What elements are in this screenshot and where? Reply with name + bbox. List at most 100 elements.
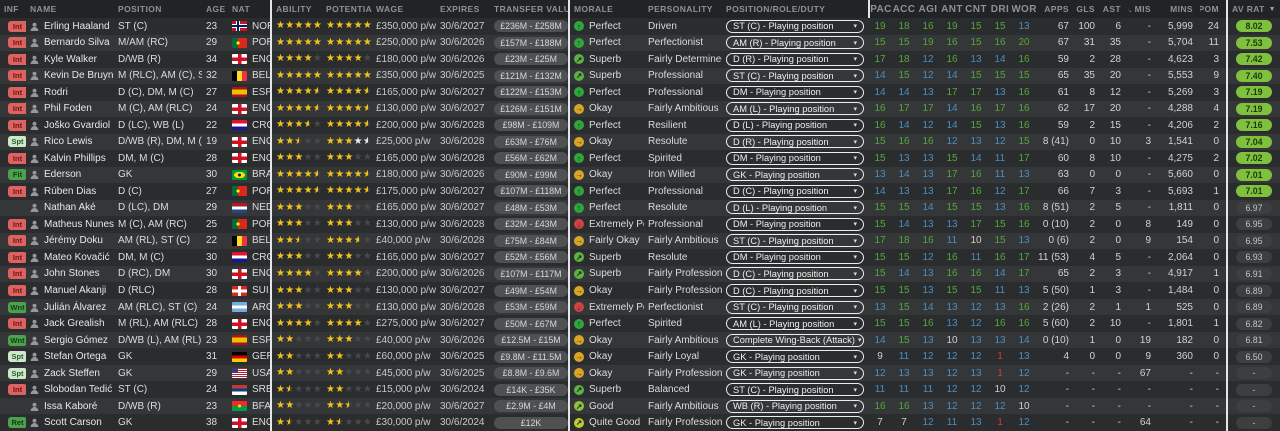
table-row[interactable]: Int Joško Gvardiol D (LC), WB (L) 22 CRO… (0, 117, 1280, 134)
position-role-duty-dropdown[interactable]: ST (C) - Playing position ▾ (726, 69, 864, 83)
table-row[interactable]: Int John Stones D (RC), DM 30 ENG ★ ★ ★ ★ ★ … (0, 265, 1280, 283)
table-row[interactable]: Int Rodri D (C), DM, M (C) 27 ESP ★ ★ ★ ★ ★ … (0, 84, 1280, 101)
col-header-nat[interactable]: NAT (232, 4, 251, 14)
position-role-duty-dropdown[interactable]: DM - Playing position ▾ (726, 250, 864, 264)
position-role-duty-dropdown[interactable]: DM - Playing position ▾ (726, 85, 864, 99)
position-role-duty-dropdown[interactable]: ST (C) - Playing position ▾ (726, 19, 864, 33)
position-role-duty-dropdown[interactable]: ST (C) - Playing position ▾ (726, 300, 864, 314)
player-name-cell[interactable]: John Stones (26, 266, 114, 283)
position-role-duty-dropdown[interactable]: AM (R) - Playing position ▾ (726, 36, 864, 50)
player-name-cell[interactable]: Julián Álvarez (26, 299, 114, 316)
col-header-transfer-value[interactable]: TRANSFER VALUE (494, 4, 568, 14)
player-name-cell[interactable]: Phil Foden (26, 101, 114, 118)
table-row[interactable]: Wnt Sergio Gómez D/WB (L), AM (RL) 23 ES… (0, 331, 1280, 349)
position-role-duty-dropdown[interactable]: D (L) - Playing position ▾ (726, 201, 864, 215)
player-name-cell[interactable]: Matheus Nunes (26, 216, 114, 233)
col-header-age[interactable]: AGE (206, 4, 226, 14)
position-role-duty-dropdown[interactable]: D (C) - Playing position ▾ (726, 284, 864, 297)
table-row[interactable]: Spt Stefan Ortega GK 31 GER ★★★★★ ★★★★★ … (0, 348, 1280, 365)
position-role-duty-dropdown[interactable]: ST (C) - Playing position ▾ (726, 234, 864, 248)
col-header-wage[interactable]: WAGE (376, 4, 404, 14)
position-role-duty-dropdown[interactable]: D (C) - Playing position ▾ (726, 184, 864, 198)
table-row[interactable]: Int Slobodan Tedić ST (C) 24 SRB ★ ★ ★ ★ ★ ★… (0, 381, 1280, 398)
player-name-cell[interactable]: Ederson (26, 167, 114, 184)
player-name-cell[interactable]: Jack Grealish (26, 315, 114, 332)
table-row[interactable]: Issa Kaboré D/WB (R) 23 BFA ★ ★ ★ ★ ★ ★ ★ ★ ★ ★ … (0, 397, 1280, 415)
table-row[interactable]: Spt Zack Steffen GK 29 USA ★ ★ ★ ★ ★ ★ ★ ★ ★ ★ £… (0, 364, 1280, 382)
col-header-position-role-duty[interactable]: POSITION/ROLE/DUTY (726, 4, 826, 14)
table-row[interactable]: Int Mateo Kovačić DM, M (C) 30 CRO ★★★★★… (0, 249, 1280, 266)
player-name-cell[interactable]: Bernardo Silva (26, 35, 114, 52)
player-name-cell[interactable]: Rodri (26, 84, 114, 101)
table-row[interactable]: Int Bernardo Silva M/AM (RC) 29 POR ★★★★… (0, 34, 1280, 52)
col-header-name[interactable]: NAME (30, 4, 57, 14)
col-header-inf[interactable]: INF (4, 4, 19, 14)
player-name-cell[interactable]: Stefan Ortega (26, 348, 114, 365)
col-header-expires[interactable]: EXPIRES (440, 4, 480, 14)
col-header-potential[interactable]: POTENTIAL (326, 4, 372, 14)
table-row[interactable]: Spt Rico Lewis D/WB (R), DM, M (C) 19 EN… (0, 133, 1280, 151)
col-header-personality[interactable]: PERSONALITY (648, 4, 713, 14)
table-row[interactable]: Int Kevin De Bruyne M (RLC), AM (C), ST … (0, 67, 1280, 85)
col-header-wor[interactable]: WOR (1012, 3, 1036, 15)
col-header-gls[interactable]: GLS (1076, 4, 1095, 14)
col-header-agi[interactable]: AGI (918, 3, 938, 15)
player-name-cell[interactable]: Kevin De Bruyne (26, 68, 114, 85)
table-row[interactable]: Int Kalvin Phillips DM, M (C) 28 ENG ★ ★ ★… (0, 150, 1280, 167)
col-header-cnt[interactable]: CNT (965, 3, 987, 15)
position-role-duty-dropdown[interactable]: D (R) - Playing position ▾ (726, 52, 864, 66)
player-name-cell[interactable]: Issa Kaboré (26, 398, 114, 415)
table-row[interactable]: Int Erling Haaland ST (C) 23 NOR ★★★★★ ★… (0, 18, 1280, 35)
table-row[interactable]: Ret Scott Carson GK 38 ENG ★★★★★ ★★★★★ £… (0, 414, 1280, 431)
table-row[interactable]: Fit Ederson GK 30 BRA ★★★★★ ★★★★★ £180,0… (0, 166, 1280, 184)
col-header-pac[interactable]: PAC (868, 0, 892, 18)
player-name-cell[interactable]: Sergio Gómez (26, 332, 114, 349)
player-name-cell[interactable]: Rúben Dias (26, 183, 114, 200)
table-row[interactable]: Int Rúben Dias D (C) 27 POR ★★★★★ ★★★★★ … (0, 183, 1280, 200)
col-header-dri[interactable]: DRI (990, 3, 1010, 15)
player-name-cell[interactable]: Kyle Walker (26, 51, 114, 68)
player-name-cell[interactable]: Jérémy Doku (26, 233, 114, 250)
position-role-duty-dropdown[interactable]: GK - Playing position ▾ (726, 350, 864, 364)
position-role-duty-dropdown[interactable]: D (C) - Playing position ▾ (726, 267, 864, 281)
col-header-ant[interactable]: ANT (941, 3, 963, 15)
table-row[interactable]: Nathan Aké D (LC), DM 29 NED ★ ★ ★ ★ ★ ★ ★ ★ ★ ★… (0, 199, 1280, 217)
position-role-duty-dropdown[interactable]: AM (L) - Playing position ▾ (726, 102, 864, 116)
position-role-duty-dropdown[interactable]: AM (L) - Playing position ▾ (726, 317, 864, 331)
table-row[interactable]: Wnt Julián Álvarez AM (RLC), ST (C) 24 A… (0, 298, 1280, 316)
player-name-cell[interactable]: Joško Gvardiol (26, 117, 114, 134)
position-role-duty-dropdown[interactable]: D (L) - Playing position ▾ (726, 118, 864, 132)
player-name-cell[interactable]: Zack Steffen (26, 365, 114, 382)
col-header-acc[interactable]: ACC (892, 3, 916, 15)
position-role-duty-dropdown[interactable]: GK - Playing position ▾ (726, 168, 864, 182)
position-role-duty-dropdown[interactable]: D (R) - Playing position ▾ (726, 135, 864, 149)
table-row[interactable]: Int Matheus Nunes M (C), AM (RC) 25 POR … (0, 216, 1280, 233)
position-role-duty-dropdown[interactable]: GK - Playing position ▾ (726, 416, 864, 430)
player-name-cell[interactable]: Mateo Kovačić (26, 249, 114, 266)
table-row[interactable]: Int Manuel Akanji D (RLC) 28 SUI ★ ★ ★ ★ ★ ★… (0, 282, 1280, 299)
col-header-position[interactable]: POSITION (118, 4, 162, 14)
col-header-gmis[interactable]: G. MIS (1128, 4, 1151, 14)
player-name-cell[interactable]: Rico Lewis (26, 134, 114, 151)
position-role-duty-dropdown[interactable]: GK - Playing position ▾ (726, 366, 864, 380)
col-header-avrat[interactable]: AV RAT ▼ (1226, 0, 1280, 18)
col-header-ability[interactable]: ABILITY (270, 0, 322, 18)
position-role-duty-dropdown[interactable]: DM - Playing position ▾ (726, 217, 864, 231)
position-role-duty-dropdown[interactable]: ST (C) - Playing position ▾ (726, 383, 864, 397)
position-role-duty-dropdown[interactable]: Complete Wing-Back (Attack) ▾ (726, 333, 864, 347)
sort-desc-icon[interactable]: ▼ (1268, 5, 1276, 13)
col-header-pom[interactable]: POM (1200, 4, 1219, 14)
table-row[interactable]: Int Kyle Walker D/WB (R) 34 ENG ★ ★ ★ ★ ★ ★ ★… (0, 51, 1280, 68)
col-header-apps[interactable]: APPS (1044, 4, 1069, 14)
player-name-cell[interactable]: Scott Carson (26, 414, 114, 431)
player-name-cell[interactable]: Manuel Akanji (26, 282, 114, 299)
player-name-cell[interactable]: Slobodan Tedić (26, 381, 114, 398)
table-row[interactable]: Int Phil Foden M (C), AM (RLC) 24 ENG ★ ★… (0, 100, 1280, 118)
player-name-cell[interactable]: Kalvin Phillips (26, 150, 114, 167)
col-header-mins[interactable]: MINS (1170, 4, 1193, 14)
table-row[interactable]: Int Jérémy Doku AM (RL), ST (C) 22 BEL ★… (0, 232, 1280, 250)
col-header-ast[interactable]: AST (1102, 4, 1121, 14)
col-header-morale[interactable]: MORALE (568, 0, 644, 18)
position-role-duty-dropdown[interactable]: DM - Playing position ▾ (726, 151, 864, 165)
player-name-cell[interactable]: Erling Haaland (26, 18, 114, 35)
